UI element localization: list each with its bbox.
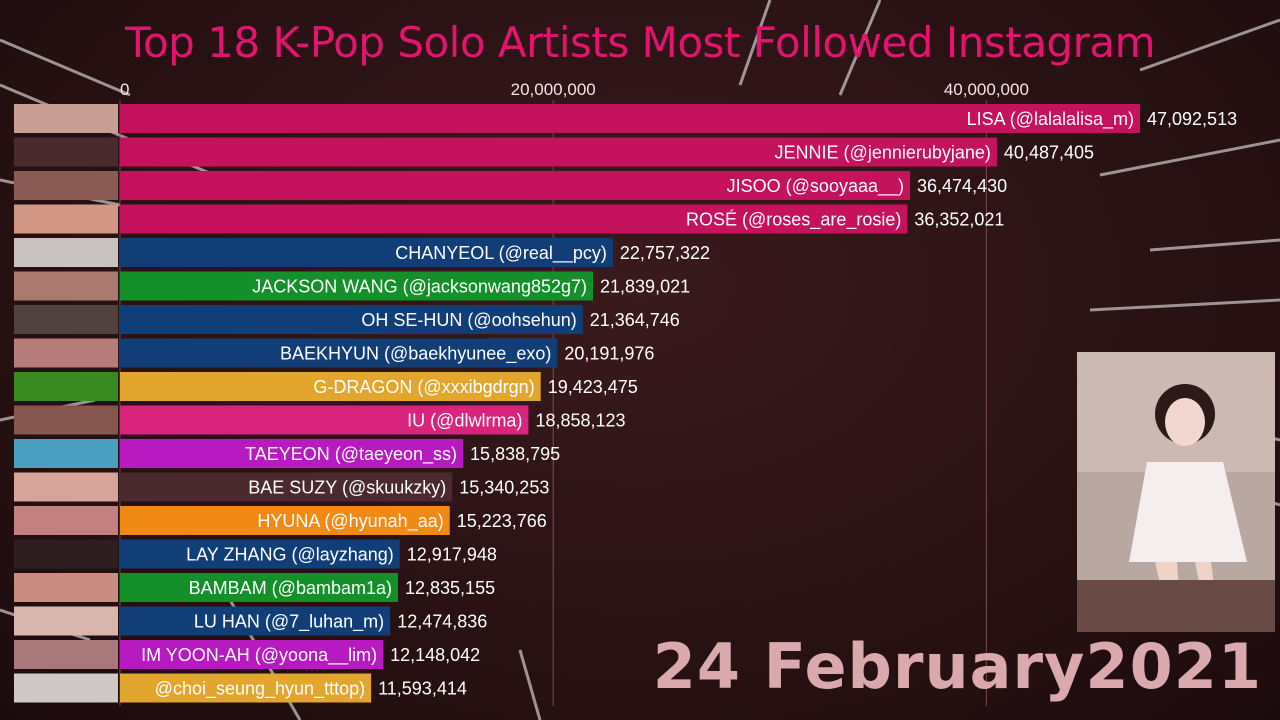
value-label: 40,487,405 <box>1004 143 1094 163</box>
value-label: 11,593,414 <box>378 679 467 699</box>
x-tick-label: 0 <box>120 80 129 99</box>
bar-label: ROSÉ (@roses_are_rosie) <box>686 210 901 231</box>
value-label: 15,340,253 <box>459 478 549 498</box>
bar-label: @choi_seung_hyun_tttop) <box>155 679 365 700</box>
bar-label: LU HAN (@7_luhan_m) <box>194 612 384 633</box>
artist-avatar <box>14 606 118 636</box>
bar <box>120 104 1140 133</box>
bar <box>120 673 372 703</box>
value-label: 12,148,042 <box>390 645 480 665</box>
artist-photo <box>1077 352 1275 632</box>
value-label: 15,223,766 <box>457 511 547 531</box>
bar <box>120 238 613 267</box>
bar <box>120 305 583 334</box>
bar-label: JACKSON WANG (@jacksonwang852g7) <box>252 277 587 297</box>
bar <box>120 171 911 200</box>
artist-avatar <box>14 137 118 167</box>
artist-avatar <box>14 405 118 435</box>
artist-avatar <box>14 506 118 535</box>
value-label: 12,917,948 <box>407 545 497 565</box>
bar <box>120 606 391 636</box>
value-label: 36,352,021 <box>914 210 1004 230</box>
bar-label: JENNIE (@jennierubyjane) <box>775 143 991 163</box>
bar-label: JISOO (@sooyaaa__) <box>727 176 904 197</box>
bar-label: CHANYEOL (@real__pcy) <box>395 243 607 264</box>
bar-label: TAEYEON (@taeyeon_ss) <box>245 444 457 465</box>
bar <box>120 338 558 368</box>
bar-label: OH SE-HUN (@oohsehun) <box>361 310 576 330</box>
bar <box>120 640 384 669</box>
bar-label: BAMBAM (@bambam1a) <box>189 578 392 598</box>
artist-avatar <box>14 271 118 301</box>
bar <box>120 137 997 167</box>
bar-label: BAEKHYUN (@baekhyunee_exo) <box>280 344 551 365</box>
artist-avatar <box>14 171 118 200</box>
bar <box>120 506 450 535</box>
value-label: 18,858,123 <box>535 411 625 431</box>
artist-avatar <box>14 238 118 267</box>
chart-title: Top 18 K-Pop Solo Artists Most Followed … <box>124 18 1156 67</box>
value-label: 47,092,513 <box>1147 109 1237 129</box>
value-label: 36,474,430 <box>917 176 1007 196</box>
bar-label: HYUNA (@hyunah_aa) <box>257 511 443 532</box>
bar <box>120 204 908 234</box>
artist-avatar <box>14 439 118 468</box>
bar <box>120 271 594 301</box>
bar <box>120 372 541 401</box>
x-tick-label: 20,000,000 <box>511 80 596 99</box>
x-tick-label: 40,000,000 <box>944 80 1029 99</box>
bar <box>120 439 464 468</box>
bar-label: IU (@dlwlrma) <box>407 411 522 431</box>
bar-label: G-DRAGON (@xxxibgdrgn) <box>313 377 534 397</box>
artist-avatar <box>14 539 118 569</box>
value-label: 22,757,322 <box>620 243 710 263</box>
value-label: 12,835,155 <box>405 578 495 598</box>
bar-label: BAE SUZY (@skuukzky) <box>248 478 446 498</box>
artist-avatar <box>14 204 118 234</box>
artist-avatar <box>14 104 118 133</box>
value-label: 15,838,795 <box>470 444 560 464</box>
artist-avatar <box>14 573 118 602</box>
value-label: 21,839,021 <box>600 277 690 297</box>
value-label: 19,423,475 <box>548 377 638 397</box>
bar <box>120 472 453 502</box>
bar <box>120 573 399 602</box>
bar-label: LISA (@lalalalisa_m) <box>967 109 1134 130</box>
value-label: 12,474,836 <box>397 612 487 632</box>
artist-avatar <box>14 640 118 669</box>
artist-avatar <box>14 673 118 703</box>
bar-label: LAY ZHANG (@layzhang) <box>186 545 394 565</box>
bar <box>120 405 529 435</box>
artist-avatar <box>14 338 118 368</box>
artist-avatar <box>14 305 118 334</box>
value-label: 21,364,746 <box>590 310 680 330</box>
artist-avatar <box>14 472 118 502</box>
bar <box>120 539 400 569</box>
date-label: 24 February2021 <box>652 630 1262 703</box>
artist-avatar <box>14 372 118 401</box>
bar-label: IM YOON-AH (@yoona__lim) <box>141 645 377 666</box>
value-label: 20,191,976 <box>564 344 654 364</box>
